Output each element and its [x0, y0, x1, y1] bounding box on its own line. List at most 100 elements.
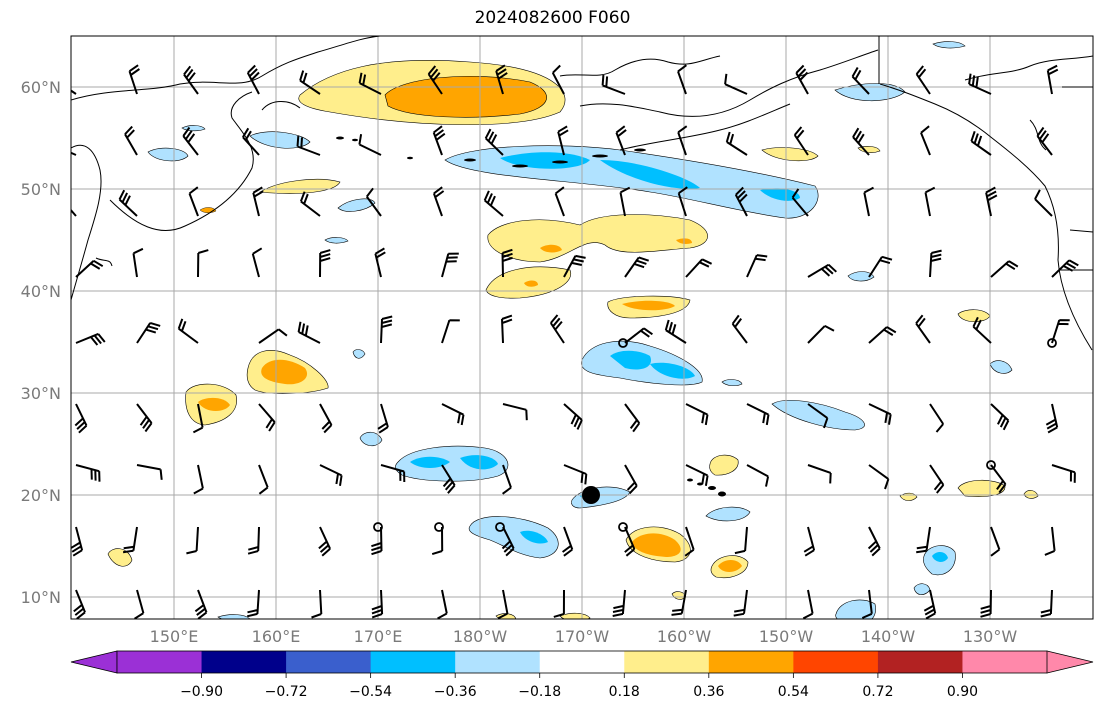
- wind-barb: [868, 326, 897, 344]
- wind-barb: [374, 247, 386, 278]
- wind-barb: [746, 464, 770, 487]
- wind-barb: [807, 263, 837, 278]
- colorbar-tick-label: 0.72: [862, 684, 893, 700]
- lat-label: 20°N: [21, 486, 61, 505]
- wind-barb: [177, 318, 199, 344]
- wind-barb: [746, 403, 770, 426]
- colorbar-segment: [539, 651, 625, 673]
- wind-barb: [194, 589, 208, 619]
- wind-barb: [118, 189, 138, 217]
- wind-barb: [624, 327, 653, 344]
- wind-barb: [297, 321, 321, 344]
- colorbar-tick-label: −0.90: [180, 684, 223, 700]
- wind-barb: [242, 127, 260, 156]
- latitude-labels: 60°N 50°N 40°N 30°N 20°N 10°N: [21, 78, 61, 607]
- calm-wind-markers: [373, 338, 1057, 532]
- wind-barb: [136, 403, 153, 433]
- positive-anomaly-region: [899, 492, 918, 501]
- wind-barb: [985, 186, 998, 217]
- wind-barb: [990, 260, 1019, 278]
- lon-label: 150°E: [150, 627, 199, 646]
- wind-barb: [251, 247, 263, 278]
- wind-barb: [685, 464, 709, 486]
- wind-barb: [563, 403, 583, 430]
- negative-anomaly-region: [847, 271, 875, 282]
- wind-barb: [624, 526, 636, 557]
- map-title: 2024082600 F060: [474, 8, 631, 28]
- wind-barb: [371, 589, 384, 619]
- wind-barb: [319, 464, 343, 486]
- positive-anomaly-region: [261, 359, 308, 385]
- colorbar-segment: [793, 651, 879, 673]
- wind-barb: [432, 125, 446, 156]
- wind-barb: [358, 72, 382, 95]
- wind-barb: [990, 526, 1001, 557]
- wind-barb: [75, 259, 104, 278]
- negative-anomaly-region: [147, 147, 189, 162]
- wind-barb: [724, 73, 748, 95]
- wind-barbs: [71, 64, 1079, 619]
- wind-barb: [501, 526, 515, 557]
- storm-center-marker[interactable]: [582, 486, 600, 504]
- negative-anomaly-region: [834, 83, 906, 102]
- wind-barb: [677, 186, 688, 217]
- wind-barb: [371, 526, 383, 556]
- wind-barb: [734, 186, 748, 217]
- negative-anomaly-region: [771, 399, 865, 431]
- wind-barb: [1046, 64, 1059, 95]
- positive-anomaly-region: [622, 300, 675, 311]
- positive-anomaly-region: [632, 533, 681, 557]
- wind-barb: [677, 64, 687, 95]
- wind-barb: [258, 464, 269, 495]
- wind-barb: [1051, 464, 1076, 483]
- wind-barb: [71, 151, 77, 156]
- positive-anomaly-region: [198, 397, 230, 412]
- wind-barb: [441, 464, 456, 494]
- colorbar-tick-label: 0.36: [693, 684, 724, 700]
- negative-anomaly-region: [337, 198, 376, 212]
- wind-barb: [502, 403, 528, 421]
- wind-barb: [980, 589, 992, 618]
- wind-barb: [619, 186, 631, 217]
- wind-barb: [734, 526, 748, 555]
- negative-anomaly-region: [217, 614, 251, 619]
- negative-anomaly-region: [359, 431, 383, 447]
- wind-barb: [664, 319, 687, 344]
- wind-barb: [247, 526, 260, 555]
- wind-barb: [929, 464, 945, 494]
- negative-anomaly-region: [444, 145, 819, 219]
- wind-barb: [75, 464, 101, 482]
- negative-anomaly-region: [932, 552, 948, 562]
- positive-anomaly-region: [524, 280, 538, 287]
- wind-barb: [923, 589, 937, 619]
- wind-barb: [319, 249, 331, 278]
- wind-barb: [861, 589, 873, 619]
- wind-barb: [197, 249, 209, 278]
- wind-barb: [501, 314, 513, 344]
- lon-label: 150°W: [759, 627, 814, 646]
- wind-barb: [358, 134, 382, 156]
- colorbar-segment: [455, 651, 541, 673]
- negative-anomaly-region: [610, 350, 651, 370]
- wind-barb: [299, 70, 321, 95]
- colorbar-tick-label: 0.54: [778, 684, 809, 700]
- colorbar-segment: [708, 651, 794, 673]
- negative-anomaly-region: [600, 160, 700, 189]
- wind-barb: [1034, 189, 1053, 217]
- negative-anomaly-region: [410, 456, 450, 468]
- positive-anomaly-region: [761, 147, 819, 162]
- wind-barb: [122, 526, 138, 554]
- wind-barb: [258, 328, 288, 344]
- wind-barb: [920, 125, 931, 156]
- negative-anomaly-region: [835, 599, 876, 619]
- lon-label: 140°W: [861, 627, 916, 646]
- positive-anomaly-region: [709, 454, 739, 476]
- colorbar-segment: [370, 651, 456, 673]
- lon-label: 130°W: [963, 627, 1018, 646]
- wind-barb: [802, 589, 814, 619]
- lat-label: 40°N: [21, 282, 61, 301]
- negative-anomaly-region: [468, 516, 559, 559]
- wind-barb: [867, 526, 881, 557]
- wind-barb: [246, 64, 260, 95]
